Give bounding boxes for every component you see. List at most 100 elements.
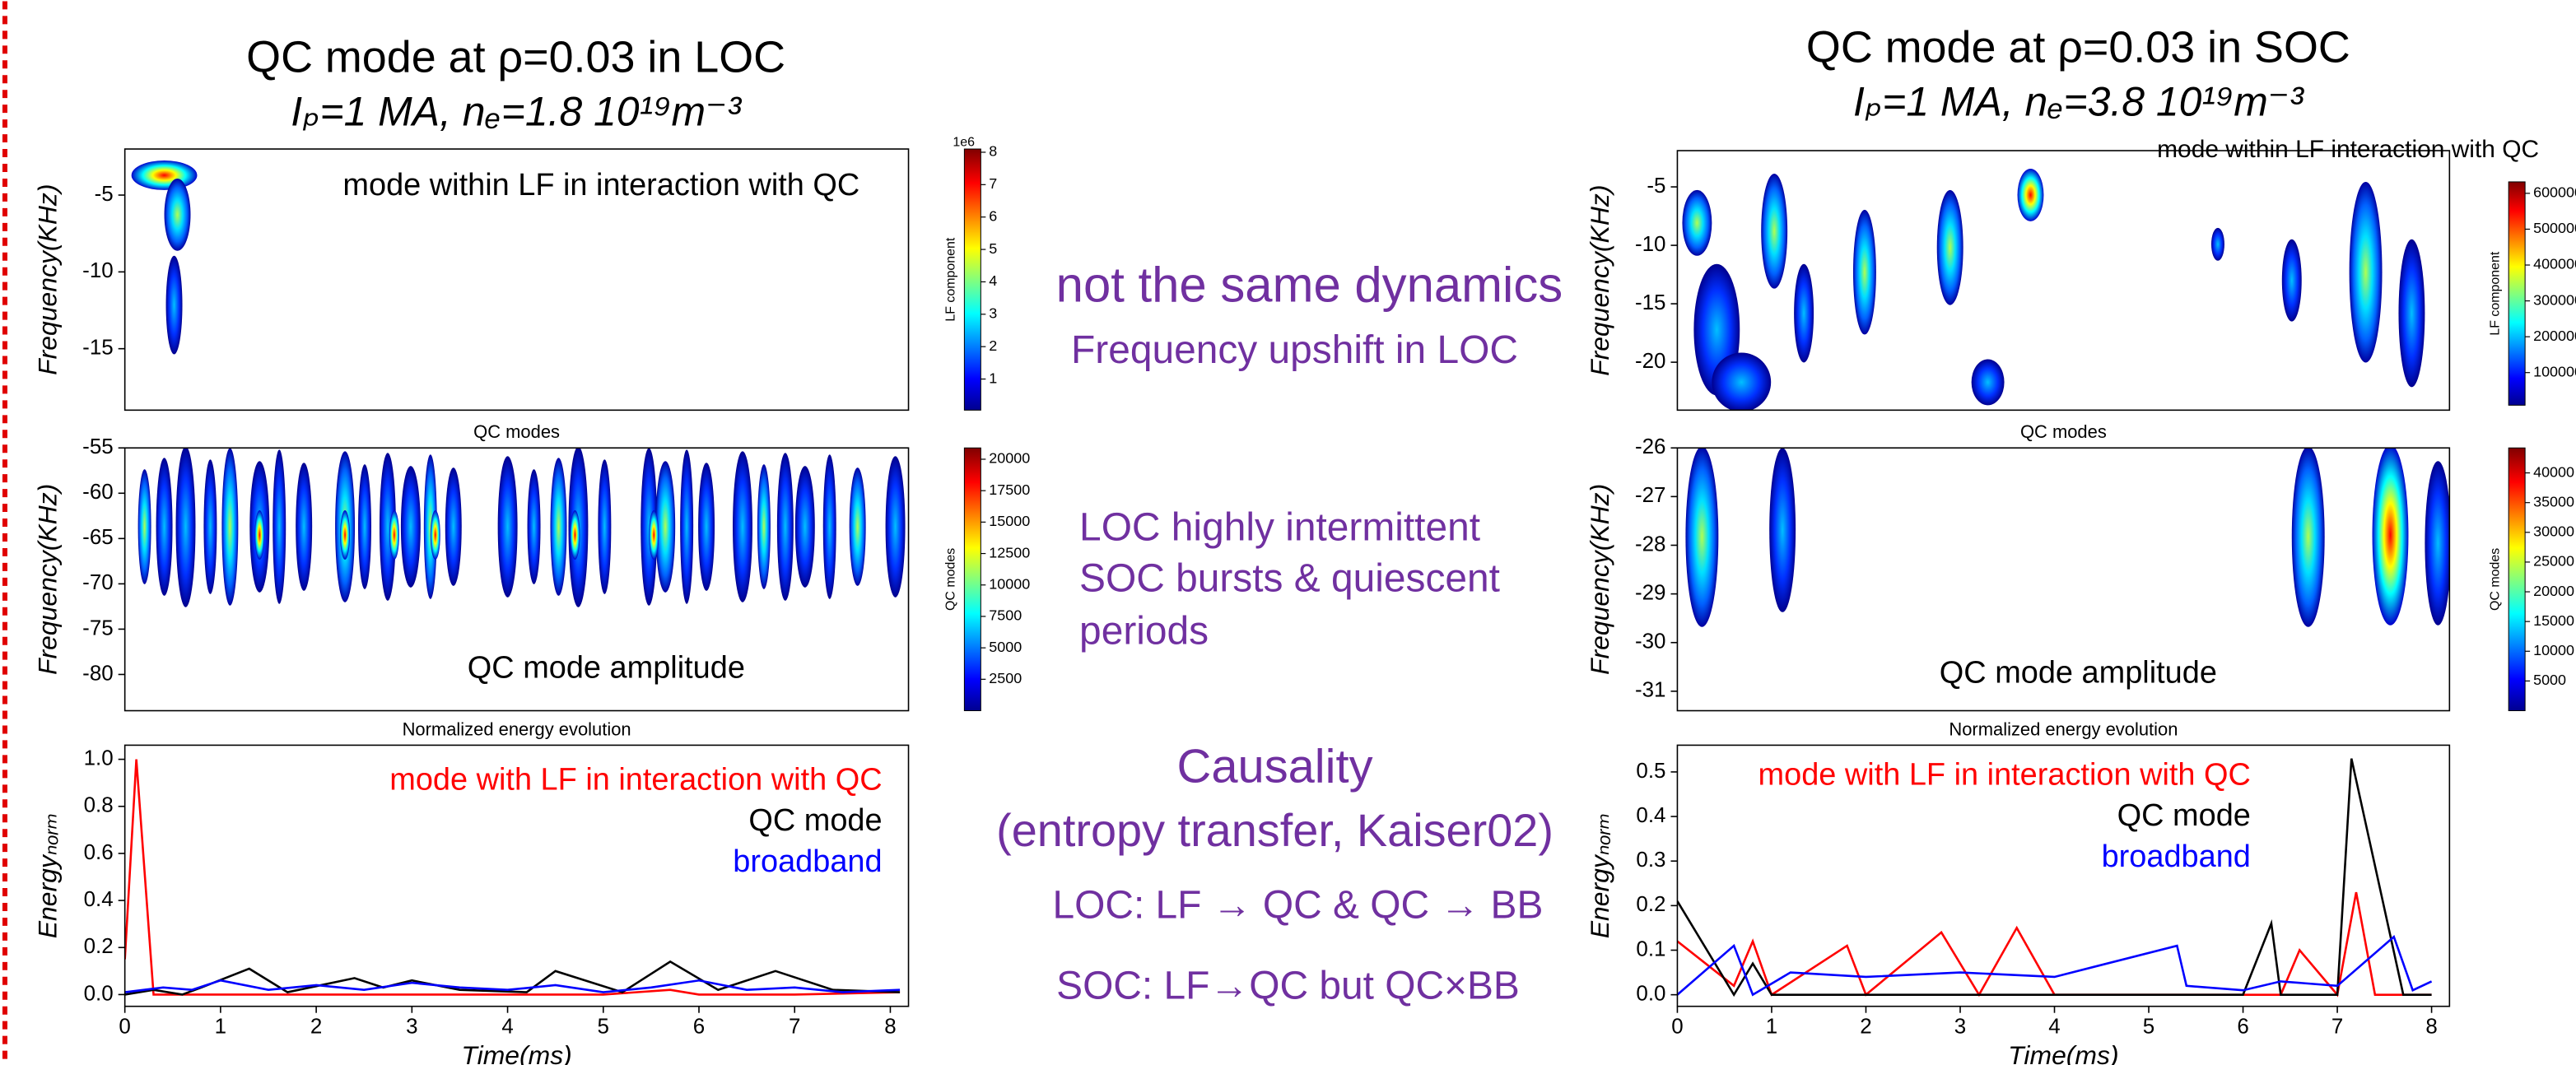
legend-entry: mode with LF in interaction with QC [389, 762, 882, 797]
spectrogram-blob [794, 466, 815, 588]
spectrogram-blob [221, 448, 239, 606]
spectrogram-blob [156, 458, 173, 596]
colorbar [2508, 447, 2526, 712]
y-tick-label: 1.0 [84, 746, 114, 770]
spectrogram-blob [570, 510, 580, 560]
annotation: QC mode amplitude [468, 651, 745, 686]
colorbar-tick-label: 30000 [2533, 523, 2574, 540]
y-tick-label: 0.1 [1636, 937, 1665, 960]
legend-entry: QC mode [748, 803, 882, 838]
spectrogram-blob [131, 160, 198, 190]
y-tick-label: -75 [82, 616, 114, 639]
y-tick-label: -28 [1635, 532, 1666, 556]
x-tick-label: 1 [1766, 1016, 1777, 1039]
spectrogram-blob [400, 466, 421, 588]
colorbar-label: LF component [944, 237, 958, 322]
y-tick-label: -15 [82, 337, 114, 360]
spectrogram-blob [598, 459, 612, 594]
colorbar-tick-label: 35000 [2533, 493, 2574, 509]
spectrogram-blob [1852, 209, 1876, 335]
spectrogram-blob [497, 456, 518, 598]
y-tick-label: -30 [1635, 630, 1666, 653]
y-tick-label: -31 [1635, 679, 1666, 702]
spectrogram-blob [2372, 448, 2409, 626]
plot-frame [1676, 744, 2451, 1007]
left-subtitle: Iₚ=1 MA, nₑ=1.8 10¹⁹m⁻³ [291, 88, 742, 134]
y-tick-label: 0.2 [84, 935, 114, 958]
x-tick-label: 7 [2331, 1016, 2343, 1039]
x-tick-label: 8 [2425, 1016, 2437, 1039]
plot-area [1677, 758, 2433, 998]
annotation: mode within LF interaction with QC [2157, 136, 2539, 163]
y-tick-label: 0.0 [1636, 982, 1665, 1005]
series-line [1677, 758, 2432, 998]
colorbar-tick-label: 15000 [989, 513, 1030, 529]
spectrogram-blob [757, 464, 771, 589]
plot-area [124, 759, 901, 996]
spectrogram-blob [698, 463, 715, 591]
note: periods [1079, 609, 1209, 653]
colorbar-tick-label: 5 [989, 240, 997, 257]
x-tick-label: 7 [789, 1016, 800, 1039]
colorbar-tick-label: 200000 [2533, 328, 2576, 344]
y-tick-label: 0.0 [84, 982, 114, 1005]
x-tick-label: 5 [598, 1016, 609, 1039]
spectrogram-blob [1685, 448, 1719, 627]
spectrogram-blob [2398, 239, 2425, 388]
series-line [1677, 935, 2433, 997]
y-tick-label: 0.5 [1636, 760, 1665, 783]
y-tick-label: 0.4 [84, 888, 114, 911]
y-tick-label: -65 [82, 526, 114, 549]
x-tick-label: 5 [2143, 1016, 2154, 1039]
spectrogram-blob [733, 451, 752, 602]
spectrogram-blob [2425, 461, 2450, 626]
colorbar-tick-label: 20000 [2533, 583, 2574, 599]
colorbar-tick-label: 17500 [989, 481, 1030, 498]
note: not the same dynamics [1056, 257, 1563, 312]
y-tick-label: -29 [1635, 581, 1666, 604]
colorbar-tick-label: 1 [989, 370, 997, 386]
spectrogram-blob [649, 510, 659, 560]
colorbar-tick-label: 15000 [2533, 612, 2574, 629]
y-axis-label: Frequency(KHz) [32, 484, 62, 675]
y-tick-label: 0.8 [84, 794, 114, 817]
colorbar-tick-label: 20000 [989, 450, 1030, 467]
spectrogram-blob [1971, 359, 2005, 406]
x-tick-label: 0 [119, 1016, 130, 1039]
plot-area [137, 448, 906, 607]
colorbar [963, 148, 981, 411]
x-axis-label: Time(ms) [461, 1040, 571, 1065]
chart-title: Normalized energy evolution [1949, 719, 2178, 739]
y-tick-label: -5 [1647, 174, 1665, 198]
spectrogram-blob [822, 454, 836, 599]
plot-frame [1676, 447, 2451, 712]
x-tick-label: 3 [406, 1016, 417, 1039]
x-tick-label: 4 [501, 1016, 513, 1039]
chart-title: Normalized energy evolution [403, 719, 631, 739]
note: (entropy transfer, Kaiser02) [996, 804, 1554, 856]
series-line [124, 759, 901, 996]
colorbar-tick-label: 400000 [2533, 256, 2576, 272]
legend-entry: mode with LF in interaction with QC [1758, 757, 2251, 792]
spectrogram-blob [680, 449, 694, 604]
colorbar-tick-label: 40000 [2533, 463, 2574, 480]
y-tick-label: 0.4 [1636, 804, 1665, 827]
series-line [124, 979, 901, 993]
colorbar-tick-label: 4 [989, 272, 997, 289]
y-tick-label: -10 [1635, 233, 1666, 256]
x-tick-label: 6 [2237, 1016, 2248, 1039]
plot-frame [123, 744, 910, 1007]
spectrogram-blob [1682, 189, 1712, 256]
colorbar-tick-label: 12500 [989, 544, 1030, 560]
spectrogram-blob [423, 454, 437, 599]
y-tick-label: -55 [82, 435, 114, 458]
colorbar-tick-label: 500000 [2533, 220, 2576, 236]
spectrogram-blob [175, 448, 196, 607]
spectrogram-blob [296, 463, 313, 591]
spectrogram-blob [1769, 448, 1796, 612]
spectrogram-blob [2281, 239, 2302, 322]
x-tick-label: 8 [884, 1016, 896, 1039]
y-axis-label: Frequency(KHz) [1585, 185, 1614, 376]
colorbar-label: QC modes [2488, 548, 2502, 611]
x-tick-label: 0 [1671, 1016, 1683, 1039]
